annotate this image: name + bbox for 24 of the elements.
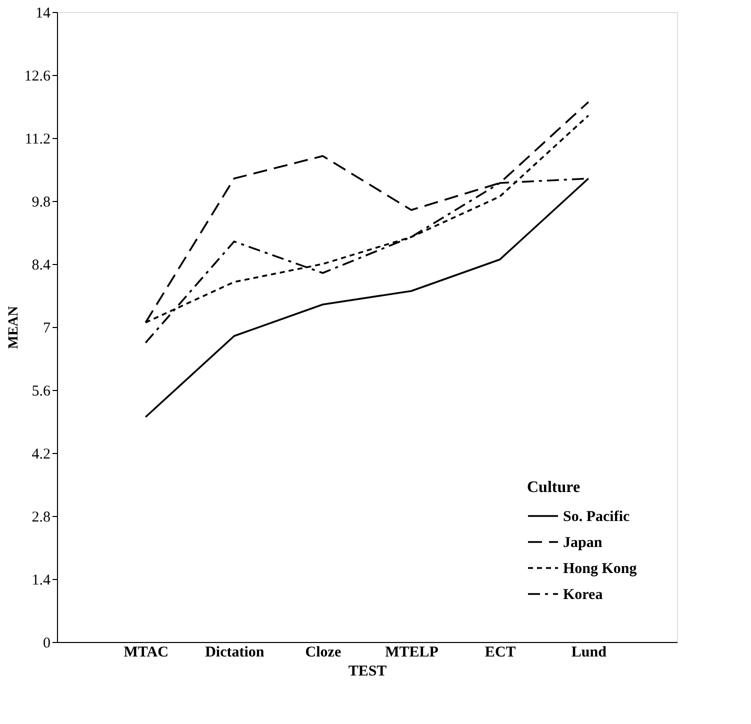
y-axis-title: MEAN xyxy=(6,306,22,349)
x-axis-title: TEST xyxy=(348,664,387,680)
y-tick-label: 0 xyxy=(43,636,50,652)
y-tick-label: 2.8 xyxy=(32,510,50,526)
x-tick-label: ECT xyxy=(484,644,516,660)
y-tick-label: 1.4 xyxy=(32,572,51,588)
y-tick-label: 8.4 xyxy=(32,258,51,274)
x-tick-label: Dictation xyxy=(205,644,265,660)
x-tick-label: MTAC xyxy=(124,644,168,660)
legend-label: Hong Kong xyxy=(563,561,638,577)
y-tick-label: 9.8 xyxy=(32,194,50,210)
legend-label: So. Pacific xyxy=(563,509,630,525)
legend-label: Japan xyxy=(563,535,603,551)
y-tick-label: 5.6 xyxy=(32,384,51,400)
y-tick-label: 14 xyxy=(36,6,51,22)
y-tick-label: 7 xyxy=(43,320,51,336)
x-tick-label: MTELP xyxy=(385,644,438,660)
y-tick-label: 4.2 xyxy=(32,446,50,462)
y-tick-label: 12.6 xyxy=(24,68,51,84)
x-tick-label: Lund xyxy=(571,644,608,660)
legend-title: Culture xyxy=(527,479,580,496)
legend-label: Korea xyxy=(563,587,604,603)
x-tick-label: Cloze xyxy=(305,644,342,660)
y-tick-label: 11.2 xyxy=(24,132,50,148)
